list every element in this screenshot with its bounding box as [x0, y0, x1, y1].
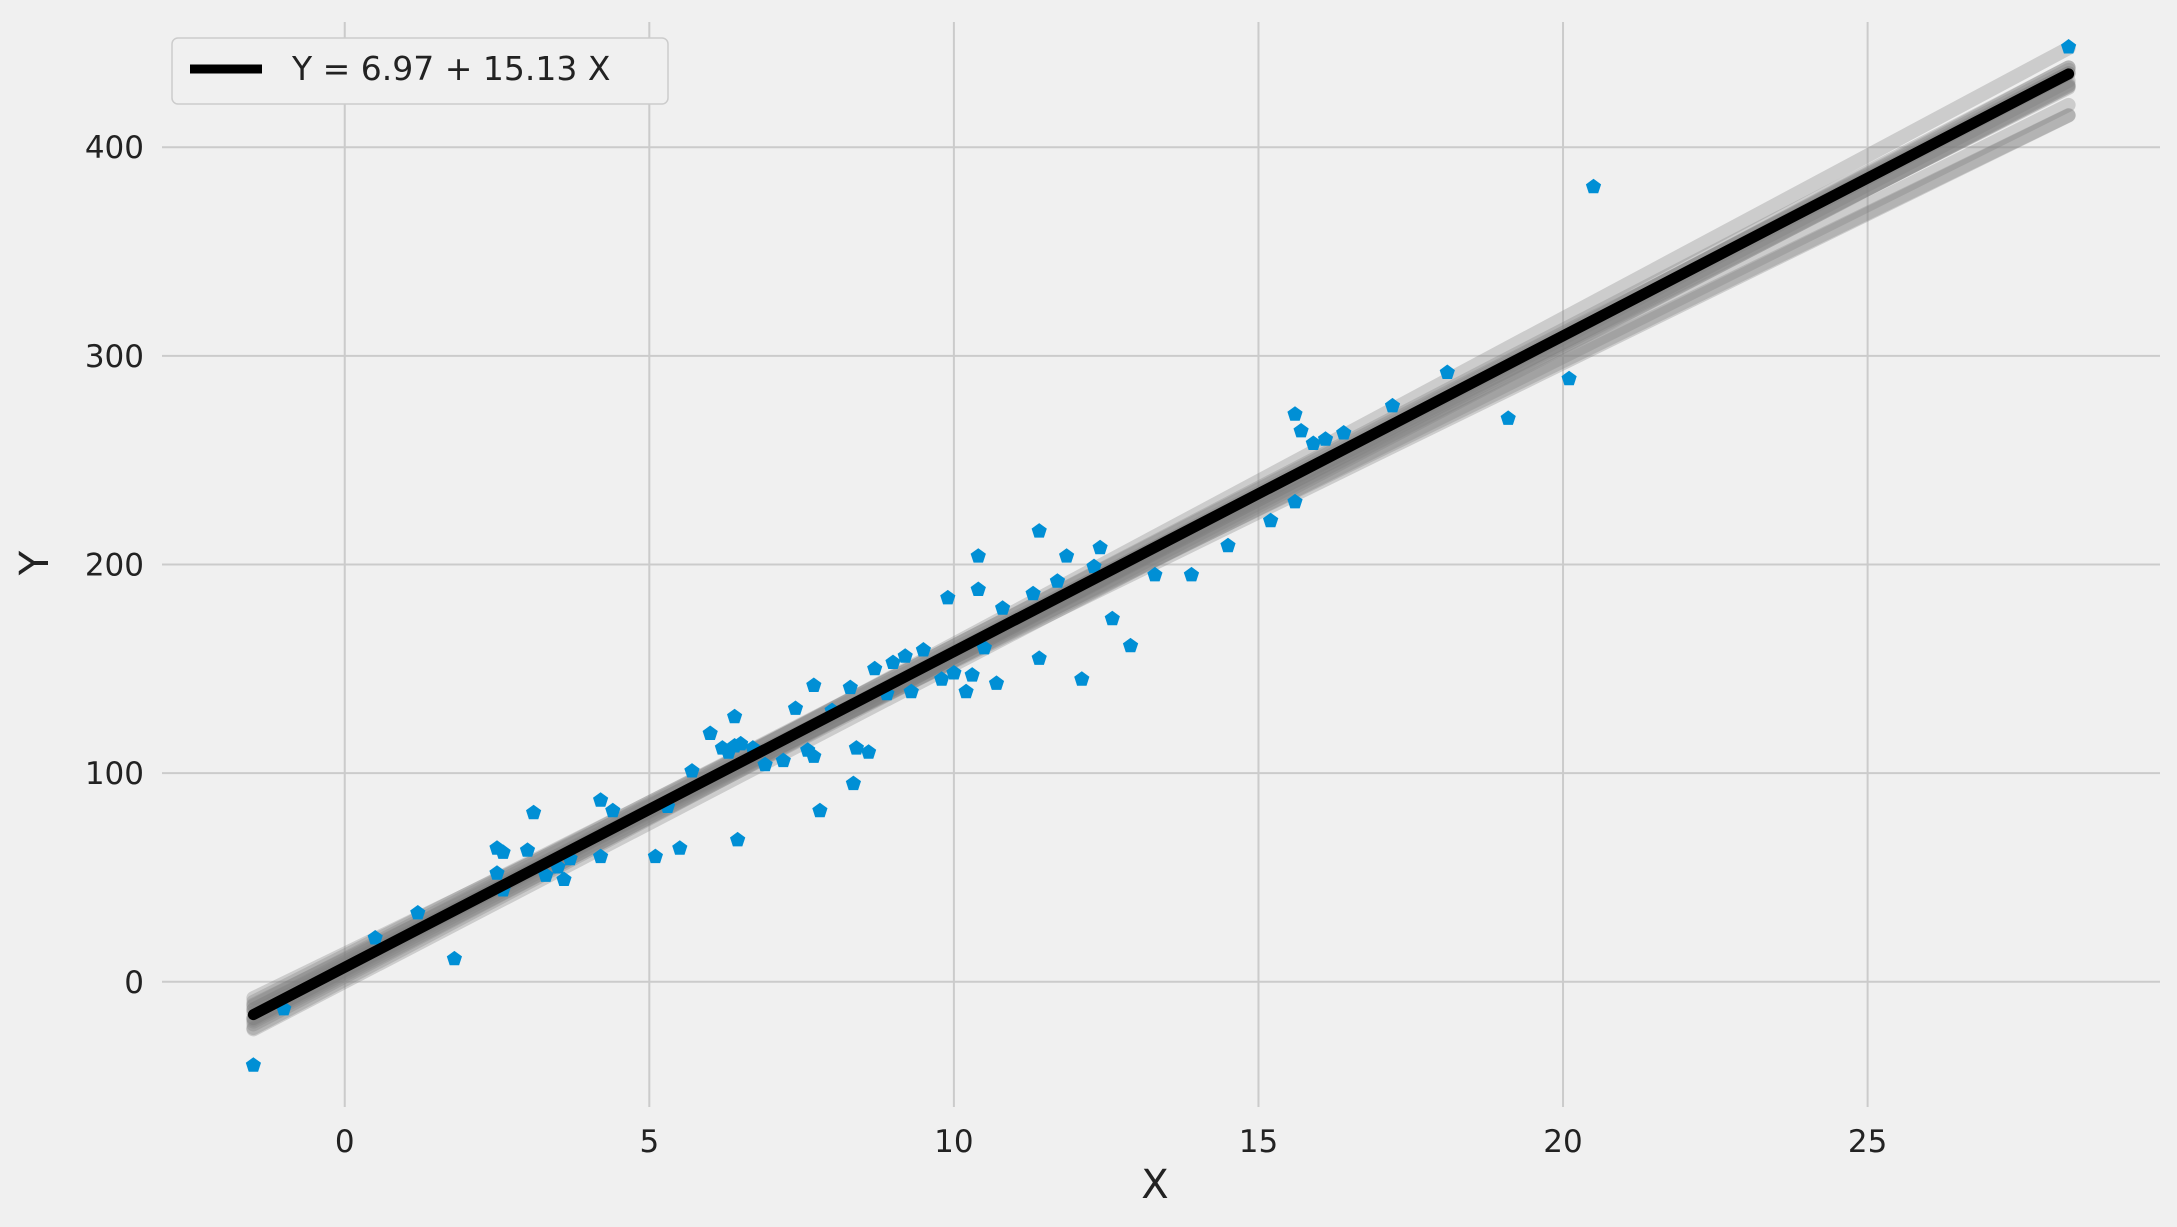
data-point	[1025, 585, 1041, 601]
data-point	[946, 665, 962, 680]
legend-entry-label: Y = 6.97 + 15.13 X	[291, 49, 610, 88]
data-point	[1086, 558, 1102, 574]
y-tick-label: 200	[85, 548, 144, 584]
data-point	[1031, 650, 1047, 665]
data-point	[593, 792, 609, 807]
data-point	[556, 871, 572, 886]
x-tick-label: 25	[1848, 1124, 1887, 1160]
legend: Y = 6.97 + 15.13 X	[171, 37, 669, 105]
data-point	[940, 589, 956, 605]
data-point	[1183, 566, 1200, 582]
data-point	[495, 844, 511, 859]
data-point	[1059, 548, 1075, 563]
data-point	[988, 675, 1005, 690]
y-axis-label: Y	[12, 550, 58, 576]
data-points	[245, 39, 2077, 1072]
y-tick-label: 300	[85, 339, 144, 375]
data-point	[861, 744, 877, 759]
data-point	[489, 865, 505, 880]
data-point	[1147, 566, 1163, 582]
data-point	[1287, 493, 1303, 509]
data-point	[867, 660, 883, 676]
x-tick-label: 15	[1239, 1124, 1278, 1160]
data-point	[245, 1057, 261, 1072]
data-point	[1263, 512, 1279, 528]
y-tick-label: 100	[85, 756, 144, 792]
data-point	[1074, 671, 1090, 686]
data-point	[964, 667, 980, 682]
grid	[162, 22, 2160, 1107]
data-point	[885, 654, 901, 669]
data-point	[1049, 573, 1066, 588]
data-point	[848, 740, 864, 755]
x-tick-label: 10	[934, 1124, 973, 1160]
legend-frame	[171, 37, 669, 105]
data-point	[647, 848, 663, 864]
data-point	[1336, 425, 1352, 440]
data-point	[806, 748, 822, 763]
data-point	[605, 802, 621, 818]
fit-line	[247, 68, 2075, 1021]
data-point	[1561, 370, 1577, 386]
fit-line-layer	[247, 68, 2075, 1021]
data-point	[958, 683, 974, 699]
data-point	[1031, 523, 1047, 538]
data-point	[684, 763, 700, 778]
data-point	[733, 735, 749, 751]
data-point	[526, 804, 542, 820]
data-point	[903, 683, 919, 699]
data-point	[897, 648, 913, 663]
data-point	[1439, 364, 1455, 379]
x-axis-label: X	[1141, 1162, 1168, 1208]
data-point	[1585, 178, 1602, 194]
data-point	[1220, 537, 1236, 553]
x-tick-label: 5	[639, 1124, 659, 1160]
data-point	[1092, 539, 1108, 555]
data-point	[775, 752, 791, 768]
data-point	[446, 950, 462, 966]
data-point	[934, 671, 950, 686]
data-point	[995, 600, 1011, 615]
x-tick-label: 20	[1543, 1124, 1582, 1160]
y-tick-label: 400	[85, 130, 144, 166]
data-point	[787, 700, 804, 715]
data-point	[757, 756, 773, 772]
data-point	[1287, 406, 1303, 421]
data-point	[410, 905, 426, 920]
data-point	[702, 725, 718, 740]
data-point	[593, 848, 609, 864]
data-point	[367, 930, 383, 945]
data-point	[2061, 39, 2077, 54]
data-point	[672, 840, 688, 855]
band-line	[246, 108, 2076, 1006]
data-point	[727, 708, 743, 724]
data-point	[970, 548, 986, 563]
data-point	[915, 642, 931, 657]
data-point	[519, 842, 536, 857]
y-tick-label: 0	[124, 965, 144, 1001]
data-point	[1122, 637, 1139, 653]
tick-labels: 0 5 10 15 20 25 0 100 200 300 400	[85, 130, 1888, 1160]
data-point	[1305, 435, 1321, 450]
data-point	[1317, 431, 1334, 446]
data-point	[845, 775, 861, 791]
data-point	[1500, 410, 1516, 425]
data-point	[812, 802, 828, 818]
data-point	[806, 677, 822, 692]
data-point	[1384, 397, 1401, 413]
x-tick-label: 0	[335, 1124, 355, 1160]
data-point	[842, 679, 858, 695]
data-point	[970, 581, 986, 596]
data-point	[1293, 423, 1309, 438]
data-point	[1104, 610, 1120, 626]
data-point	[730, 831, 746, 847]
